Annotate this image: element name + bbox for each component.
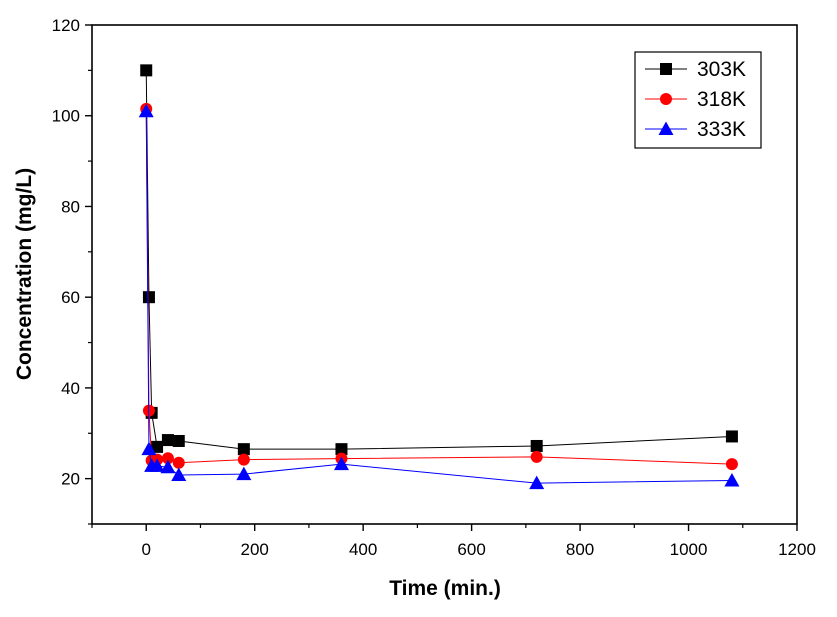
legend-marker	[660, 93, 672, 105]
data-point	[161, 434, 174, 447]
x-tick-label: 800	[566, 540, 594, 559]
data-point	[171, 467, 187, 482]
x-tick-label: 200	[241, 540, 269, 559]
data-point	[529, 475, 545, 490]
x-tick-label: 400	[349, 540, 377, 559]
x-axis-title: Time (min.)	[389, 577, 501, 600]
series-line	[145, 111, 732, 484]
series-303K	[140, 64, 738, 456]
legend-marker	[658, 121, 674, 135]
data-point	[149, 458, 165, 472]
data-point	[161, 452, 174, 465]
data-point	[172, 456, 185, 469]
series-318K	[140, 102, 738, 471]
data-point	[725, 458, 738, 471]
legend-marker	[660, 63, 672, 75]
data-point	[530, 450, 543, 463]
plot-frame	[91, 24, 798, 525]
x-tick-label: 1000	[670, 540, 708, 559]
axes-layer: 0 200 400 600 800 1000 1200 20 40 60 80 100 120	[52, 16, 816, 559]
y-tick-label: 120	[52, 16, 80, 35]
x-tick-label: 600	[457, 540, 485, 559]
x-tick-label: 0	[141, 540, 150, 559]
legend-box	[634, 51, 762, 149]
data-point	[725, 430, 738, 443]
data-point	[335, 443, 348, 456]
y-tick-label: 80	[61, 197, 80, 216]
data-point	[141, 441, 157, 456]
y-tick-label: 40	[61, 379, 80, 398]
data-point	[237, 453, 250, 466]
data-point	[236, 466, 252, 481]
legend-label: 318K	[697, 88, 746, 111]
data-point	[138, 103, 154, 118]
legend-label: 333K	[697, 118, 746, 141]
y-axis-title: Concentration (mg/L)	[13, 168, 36, 380]
series-line	[145, 108, 732, 465]
legend-label: 303K	[697, 58, 746, 81]
y-tick-label: 20	[61, 470, 80, 489]
data-point	[140, 64, 153, 77]
data-point	[172, 434, 185, 447]
data-point	[151, 440, 164, 453]
data-point	[160, 459, 176, 474]
y-tick-label: 60	[61, 288, 80, 307]
data-point	[333, 456, 349, 471]
data-point	[530, 439, 543, 452]
data-point	[142, 291, 155, 304]
y-tick-label: 100	[52, 107, 80, 126]
legend: 303K 318K 333K	[634, 51, 762, 149]
data-point	[237, 443, 250, 456]
x-tick-label: 1200	[778, 540, 816, 559]
series-333K	[138, 103, 740, 490]
data-point	[724, 472, 740, 487]
series-layer	[138, 64, 740, 490]
